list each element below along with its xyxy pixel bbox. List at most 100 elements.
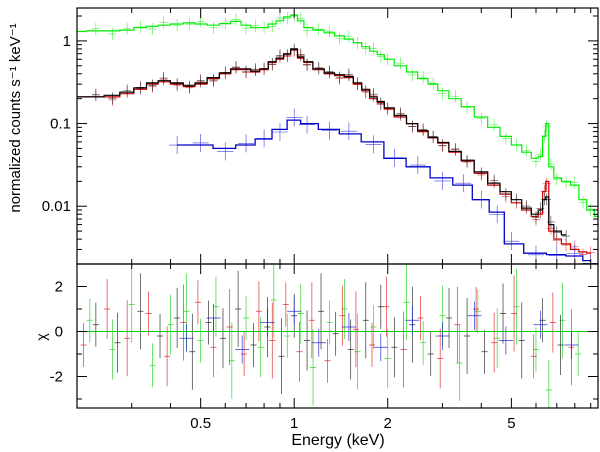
data-point-green [361, 42, 370, 55]
residual-point-green [86, 298, 93, 343]
data-point-green [490, 118, 499, 131]
data-point-black [283, 49, 292, 62]
data-point-blue [340, 122, 357, 141]
data-point-black [108, 92, 117, 105]
data-point-black [335, 71, 344, 84]
residual-point-black [219, 308, 226, 369]
series-black [77, 43, 571, 243]
residual-point-black [250, 323, 257, 367]
series-green [77, 9, 598, 221]
residual-y-tick-label: 0 [55, 324, 63, 341]
residual-point-black [427, 332, 434, 376]
x-tick-label: 0.5 [190, 415, 211, 432]
data-point-black [546, 215, 555, 228]
residual-point-blue [179, 324, 194, 353]
data-point-black [148, 79, 157, 92]
residual-point-black [391, 317, 398, 378]
data-point-black [296, 48, 305, 61]
data-point-black [438, 139, 447, 152]
data-point-black [314, 61, 323, 74]
data-point-black [209, 74, 218, 87]
data-point-green [419, 71, 428, 84]
residual-point-green [403, 264, 410, 341]
data-point-black [353, 77, 362, 90]
data-point-black [542, 193, 551, 206]
data-point-green [531, 155, 540, 168]
residual-point-red [194, 280, 201, 325]
residual-point-blue [341, 313, 356, 341]
residual-point-blue [373, 333, 388, 362]
residual-point-red [80, 323, 87, 367]
residual-point-green [284, 314, 291, 358]
y-axis-label-spectrum: normalized counts s⁻¹ keV⁻¹ [7, 23, 24, 212]
data-point-green [221, 17, 230, 30]
residual-point-red [530, 334, 537, 379]
data-point-black [463, 155, 472, 168]
data-point-green [353, 37, 362, 50]
x-tick-label: 5 [507, 415, 515, 432]
data-point-green [536, 148, 545, 161]
residual-point-blue [311, 328, 326, 357]
residual-y-tick-label: -2 [50, 369, 63, 386]
data-point-green [552, 173, 561, 186]
data-point-green [335, 32, 344, 45]
data-point-blue [321, 121, 338, 140]
residual-point-green [575, 332, 582, 376]
data-point-blue [489, 205, 506, 224]
x-tick-label: 2 [384, 415, 392, 432]
data-point-black [376, 97, 385, 110]
residual-point-green [384, 328, 391, 389]
residual-point-black [157, 314, 164, 358]
data-point-black [419, 123, 428, 136]
residual-point-blue [533, 310, 548, 339]
residual-point-green [297, 283, 304, 344]
data-point-green [542, 120, 551, 133]
residual-point-black [137, 273, 144, 350]
data-point-green [159, 16, 168, 29]
y-tick-label: 1 [63, 33, 71, 50]
data-point-black [268, 58, 277, 71]
residual-point-green [149, 343, 156, 388]
data-point-green [268, 20, 277, 33]
data-point-black [290, 43, 299, 56]
data-point-green [185, 18, 194, 31]
data-point-green [594, 208, 598, 221]
tick-labels: 0.01 0.1 1 2 0 -2 0.5 1 2 5 [42, 33, 516, 432]
residual-point-blue [498, 326, 513, 355]
residual-point-green [270, 264, 277, 338]
residual-point-black [332, 311, 339, 356]
residual-point-red [369, 323, 376, 367]
data-point-black [136, 81, 145, 94]
x-tick-label: 1 [290, 415, 298, 432]
data-point-green [383, 53, 392, 66]
data-point-green [251, 19, 260, 32]
residual-point-black [464, 298, 471, 374]
axis-ticks [76, 8, 598, 408]
residual-point-black [500, 283, 507, 344]
residual-point-black [318, 273, 325, 350]
residual-point-red [549, 292, 556, 353]
series-line-green [77, 14, 598, 218]
data-point-black [159, 72, 168, 85]
data-point-green [108, 27, 117, 40]
residual-point-red [511, 275, 518, 352]
data-point-green [283, 12, 292, 25]
residual-point-black [362, 282, 369, 359]
data-point-green [232, 13, 241, 26]
residual-point-green [354, 313, 361, 390]
data-point-green [586, 203, 595, 216]
spectrum-series [77, 9, 598, 264]
residual-point-black [446, 288, 453, 348]
series-blue [169, 108, 598, 264]
data-point-black [531, 211, 540, 224]
data-point-green [275, 12, 284, 25]
data-point-blue [365, 135, 382, 154]
residual-point-green [257, 317, 264, 378]
residual-point-green [456, 325, 463, 401]
residual-point-blue [435, 322, 450, 350]
residual-point-red [308, 282, 315, 359]
residual-point-blue [467, 301, 482, 330]
data-point-green [477, 112, 486, 125]
data-point-black [232, 61, 241, 74]
residual-point-blue [235, 335, 250, 364]
